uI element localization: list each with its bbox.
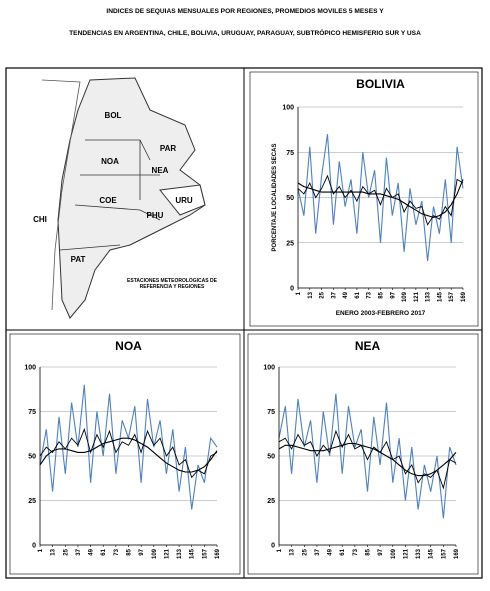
x-tick-label: 1 bbox=[38, 548, 44, 552]
x-tick-label: 49 bbox=[343, 291, 349, 298]
map: BOL PAR NOA NEA COE URU PHU CHI PAT ESTA… bbox=[22, 74, 242, 324]
y-tick-label: 25 bbox=[28, 498, 36, 505]
map-label: PAR bbox=[160, 144, 177, 153]
x-tick-label: 121 bbox=[403, 548, 409, 559]
title-line: INDICES DE SEQUIAS MENSUALES POR REGIONE… bbox=[106, 8, 384, 15]
y-tick-label: 0 bbox=[271, 543, 275, 550]
land bbox=[57, 77, 206, 319]
y-tick-label: 75 bbox=[286, 150, 294, 157]
y-tick-label: 75 bbox=[267, 409, 275, 416]
map-label: PAT bbox=[71, 255, 86, 264]
y-tick-label: 25 bbox=[286, 240, 294, 247]
y-tick-label: 50 bbox=[267, 454, 275, 461]
x-tick-label: 37 bbox=[315, 548, 321, 555]
map-label: NEA bbox=[152, 166, 169, 175]
series-line bbox=[297, 179, 464, 218]
x-tick-label: 1 bbox=[277, 548, 283, 552]
x-tick-label: 157 bbox=[441, 548, 447, 559]
series-line bbox=[297, 134, 464, 261]
y-tick-label: 0 bbox=[32, 543, 36, 550]
chart-title: BOLIVIA bbox=[356, 77, 405, 91]
x-tick-label: 37 bbox=[331, 291, 337, 298]
series-line bbox=[278, 442, 457, 477]
x-tick-label: 133 bbox=[426, 291, 432, 302]
x-tick-label: 61 bbox=[355, 291, 361, 298]
x-axis-label: ENERO 2003-FEBRERO 2017 bbox=[336, 310, 426, 317]
x-tick-label: 73 bbox=[114, 548, 120, 555]
y-tick-label: 50 bbox=[286, 195, 294, 202]
x-tick-label: 85 bbox=[379, 291, 385, 298]
x-tick-label: 13 bbox=[308, 291, 314, 298]
y-tick-label: 0 bbox=[290, 286, 294, 293]
panel bbox=[9, 333, 241, 575]
x-tick-label: 133 bbox=[416, 548, 422, 559]
y-tick-label: 100 bbox=[282, 105, 294, 112]
map-label: CHI bbox=[33, 215, 47, 224]
map-label: COE bbox=[99, 196, 117, 205]
y-tick-label: 100 bbox=[263, 365, 275, 372]
x-tick-label: 157 bbox=[449, 291, 455, 302]
x-tick-label: 49 bbox=[89, 548, 95, 555]
x-tick-label: 97 bbox=[139, 548, 145, 555]
x-tick-label: 145 bbox=[429, 548, 435, 559]
x-tick-label: 145 bbox=[190, 548, 196, 559]
x-tick-label: 13 bbox=[51, 548, 57, 555]
x-tick-label: 121 bbox=[414, 291, 420, 302]
map-caption: ESTACIONES METEOROLÓGICAS DE REFERENCIA … bbox=[127, 278, 217, 290]
coast bbox=[41, 79, 81, 311]
chart-title: NOA bbox=[115, 339, 142, 353]
x-tick-label: 169 bbox=[461, 291, 467, 302]
map-label: NOA bbox=[101, 157, 119, 166]
map-label: URU bbox=[175, 196, 193, 205]
x-tick-label: 73 bbox=[353, 548, 359, 555]
x-tick-label: 61 bbox=[101, 548, 107, 555]
x-tick-label: 25 bbox=[302, 548, 308, 555]
series-line bbox=[39, 427, 218, 479]
series-line bbox=[278, 393, 457, 519]
x-tick-label: 49 bbox=[328, 548, 334, 555]
x-tick-label: 97 bbox=[378, 548, 384, 555]
x-tick-label: 97 bbox=[390, 291, 396, 298]
x-tick-label: 145 bbox=[437, 291, 443, 302]
map-label: BOL bbox=[105, 111, 122, 120]
panel bbox=[249, 71, 479, 327]
x-tick-label: 109 bbox=[152, 548, 158, 559]
uruguay bbox=[159, 184, 206, 216]
x-tick-label: 157 bbox=[202, 548, 208, 559]
x-tick-label: 85 bbox=[366, 548, 372, 555]
x-tick-label: 121 bbox=[164, 548, 170, 559]
y-tick-label: 75 bbox=[28, 409, 36, 416]
map-caption-box: ESTACIONES METEOROLÓGICAS DE REFERENCIA … bbox=[127, 278, 217, 290]
series-line bbox=[39, 437, 218, 473]
x-tick-label: 109 bbox=[391, 548, 397, 559]
y-tick-label: 50 bbox=[28, 454, 36, 461]
x-tick-label: 73 bbox=[367, 291, 373, 298]
x-tick-label: 25 bbox=[63, 548, 69, 555]
y-tick-label: 100 bbox=[24, 365, 36, 372]
x-tick-label: 169 bbox=[454, 548, 460, 559]
chart-title: NEA bbox=[355, 339, 381, 353]
x-tick-label: 85 bbox=[127, 548, 133, 555]
x-tick-label: 25 bbox=[320, 291, 326, 298]
region-borders bbox=[59, 139, 161, 251]
y-tick-label: 25 bbox=[267, 498, 275, 505]
y-axis-label: PORCENTAJE LOCALIDADES SECAS bbox=[272, 144, 278, 252]
x-tick-label: 169 bbox=[215, 548, 221, 559]
x-tick-label: 1 bbox=[296, 291, 302, 295]
x-tick-label: 37 bbox=[76, 548, 82, 555]
x-tick-label: 109 bbox=[402, 291, 408, 302]
x-tick-label: 13 bbox=[290, 548, 296, 555]
title-line: TENDENCIAS EN ARGENTINA, CHILE, BOLIVIA,… bbox=[69, 28, 421, 37]
map-label: PHU bbox=[147, 211, 164, 220]
panel bbox=[247, 333, 479, 575]
x-tick-label: 61 bbox=[340, 548, 346, 555]
x-tick-label: 133 bbox=[177, 548, 183, 559]
